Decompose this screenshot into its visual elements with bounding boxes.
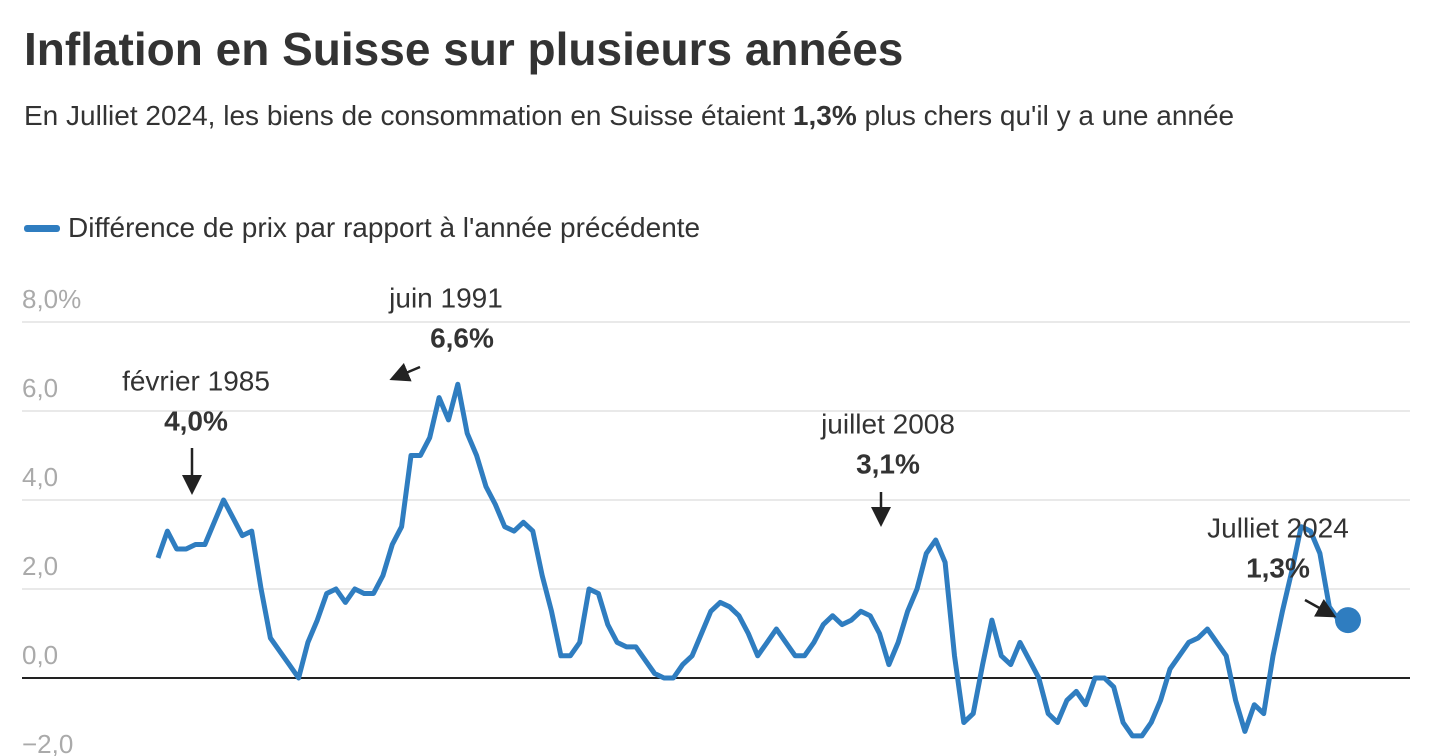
legend-swatch: [24, 224, 60, 232]
y-tick-label: 2,0: [22, 551, 58, 581]
annotation-date: juillet 2008: [820, 408, 955, 439]
legend-label: Différence de prix par rapport à l'année…: [68, 212, 701, 243]
line: [155, 381, 1348, 739]
annotation-date: Julliet 2024: [1207, 512, 1349, 543]
chart-title: Inflation en Suisse sur plusieurs années: [24, 23, 904, 75]
y-tick-label: 4,0: [22, 462, 58, 492]
subtitle-text: En Julliet 2024, les biens de consommati…: [24, 100, 793, 131]
annotation-value: 1,3%: [1246, 552, 1310, 583]
annotation-value: 4,0%: [164, 405, 228, 436]
end-point: [1335, 607, 1361, 634]
legend: Différence de prix par rapport à l'année…: [24, 212, 700, 244]
annotation-arrow: [389, 362, 421, 382]
annotation-arrow: [1304, 598, 1337, 618]
subtitle-text: plus chers qu'il y a une année: [856, 100, 1235, 131]
annotation-date: juin 1991: [388, 282, 503, 313]
y-tick-label: 0,0: [22, 640, 58, 670]
annotation-value: 3,1%: [856, 448, 920, 479]
y-tick-label: 8,0%: [22, 284, 81, 314]
subtitle: En Julliet 2024, les biens de consommati…: [24, 96, 1384, 136]
y-tick-label: −2,0: [22, 729, 73, 756]
annotation-date: février 1985: [122, 365, 270, 396]
subtitle-highlight: 1,3%: [792, 100, 857, 131]
annotation-value: 6,6%: [430, 322, 494, 353]
y-tick-label: 6,0: [22, 373, 58, 403]
